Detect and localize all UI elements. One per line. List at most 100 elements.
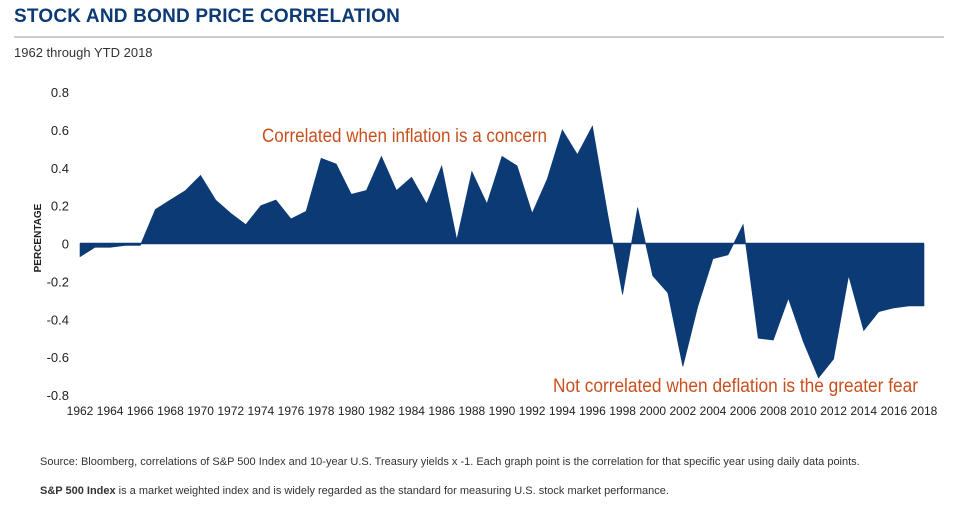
data-point [757, 337, 759, 339]
data-point [320, 157, 322, 159]
x-tick-label: 1974 [248, 404, 275, 418]
data-point [832, 358, 834, 360]
data-point [124, 244, 126, 246]
x-tick-label: 2012 [820, 404, 847, 418]
x-tick-label: 2006 [730, 404, 757, 418]
data-point [154, 208, 156, 210]
data-point [847, 274, 849, 276]
data-point [109, 246, 111, 248]
data-point [410, 176, 412, 178]
index-note-bold: S&P 500 Index [40, 485, 116, 497]
x-tick-label: 2016 [881, 404, 908, 418]
data-point [94, 246, 96, 248]
x-tick-label: 1964 [97, 404, 124, 418]
y-tick-label: 0 [62, 237, 69, 252]
x-tick-label: 1962 [67, 404, 94, 418]
y-axis-label: PERCENTAGE [33, 203, 44, 272]
data-point [561, 129, 563, 131]
data-point [712, 257, 714, 259]
data-point [79, 256, 81, 258]
annotation-deflation: Not correlated when deflation is the gre… [553, 376, 919, 397]
annotation-inflation: Correlated when inflation is a concern [262, 126, 547, 147]
data-point [214, 199, 216, 201]
data-point [802, 341, 804, 343]
y-axis: 0.8 0.6 0.4 0.2 0 -0.2 -0.4 -0.6 -0.8 [47, 85, 69, 403]
data-point [636, 206, 638, 208]
data-point [290, 218, 292, 220]
y-tick-label: 0.8 [51, 85, 69, 100]
x-tick-label: 2000 [639, 404, 666, 418]
data-point [727, 254, 729, 256]
chart-subtitle: 1962 through YTD 2018 [14, 45, 153, 60]
data-point [652, 274, 654, 276]
data-point [486, 203, 488, 205]
x-tick-label: 2008 [760, 404, 787, 418]
data-point [365, 189, 367, 191]
x-tick-label: 1972 [217, 404, 244, 418]
data-point [139, 244, 141, 246]
x-tick-label: 2002 [670, 404, 697, 418]
data-point [772, 339, 774, 341]
x-tick-label: 1968 [157, 404, 184, 418]
data-point [380, 155, 382, 157]
x-tick-label: 1996 [579, 404, 606, 418]
data-point [697, 305, 699, 307]
y-tick-label: 0.2 [51, 199, 69, 214]
x-tick-label: 1986 [428, 404, 455, 418]
data-point [245, 223, 247, 225]
x-tick-label: 1998 [609, 404, 636, 418]
data-point [184, 189, 186, 191]
data-point [305, 210, 307, 212]
data-point [742, 223, 744, 225]
y-tick-label: 0.6 [51, 123, 69, 138]
data-point [350, 193, 352, 195]
data-point [230, 212, 232, 214]
x-tick-label: 1984 [398, 404, 425, 418]
data-point [441, 165, 443, 167]
data-point [893, 307, 895, 309]
data-point [606, 212, 608, 214]
data-point [591, 125, 593, 127]
data-point [501, 155, 503, 157]
data-point [516, 165, 518, 167]
data-point [682, 365, 684, 367]
data-point [908, 305, 910, 307]
x-tick-label: 2018 [911, 404, 938, 418]
x-tick-label: 1980 [338, 404, 365, 418]
x-tick-label: 1976 [278, 404, 305, 418]
title-divider [14, 36, 944, 38]
data-point [169, 199, 171, 201]
chart-title: STOCK AND BOND PRICE CORRELATION [14, 6, 401, 27]
x-tick-label: 2014 [850, 404, 877, 418]
data-point [923, 305, 925, 307]
data-point [275, 199, 277, 201]
y-tick-label: -0.6 [47, 350, 69, 365]
x-tick-label: 1994 [549, 404, 576, 418]
x-tick-label: 1978 [308, 404, 335, 418]
data-point [260, 204, 262, 206]
index-note: S&P 500 Index is a market weighted index… [40, 485, 669, 497]
x-tick-label: 1966 [127, 404, 154, 418]
data-point [787, 297, 789, 299]
x-tick-label: 2010 [790, 404, 817, 418]
data-point [621, 293, 623, 295]
data-point [456, 239, 458, 241]
data-point [667, 292, 669, 294]
data-point [335, 163, 337, 165]
data-point [878, 310, 880, 312]
y-tick-label: -0.2 [47, 274, 69, 289]
index-note-text: is a market weighted index and is widely… [115, 485, 669, 497]
data-point [576, 153, 578, 155]
x-axis: 1962 1964 1966 1968 1970 1972 1974 1976 1978 1980… [67, 404, 938, 418]
y-tick-label: 0.4 [51, 161, 69, 176]
data-point [199, 174, 201, 176]
y-tick-label: -0.4 [47, 312, 69, 327]
data-point [471, 170, 473, 172]
x-tick-label: 1982 [368, 404, 395, 418]
data-point [546, 178, 548, 180]
source-note: Source: Bloomberg, correlations of S&P 5… [40, 456, 860, 468]
data-point [395, 189, 397, 191]
x-tick-label: 1990 [489, 404, 516, 418]
x-tick-label: 1992 [519, 404, 546, 418]
